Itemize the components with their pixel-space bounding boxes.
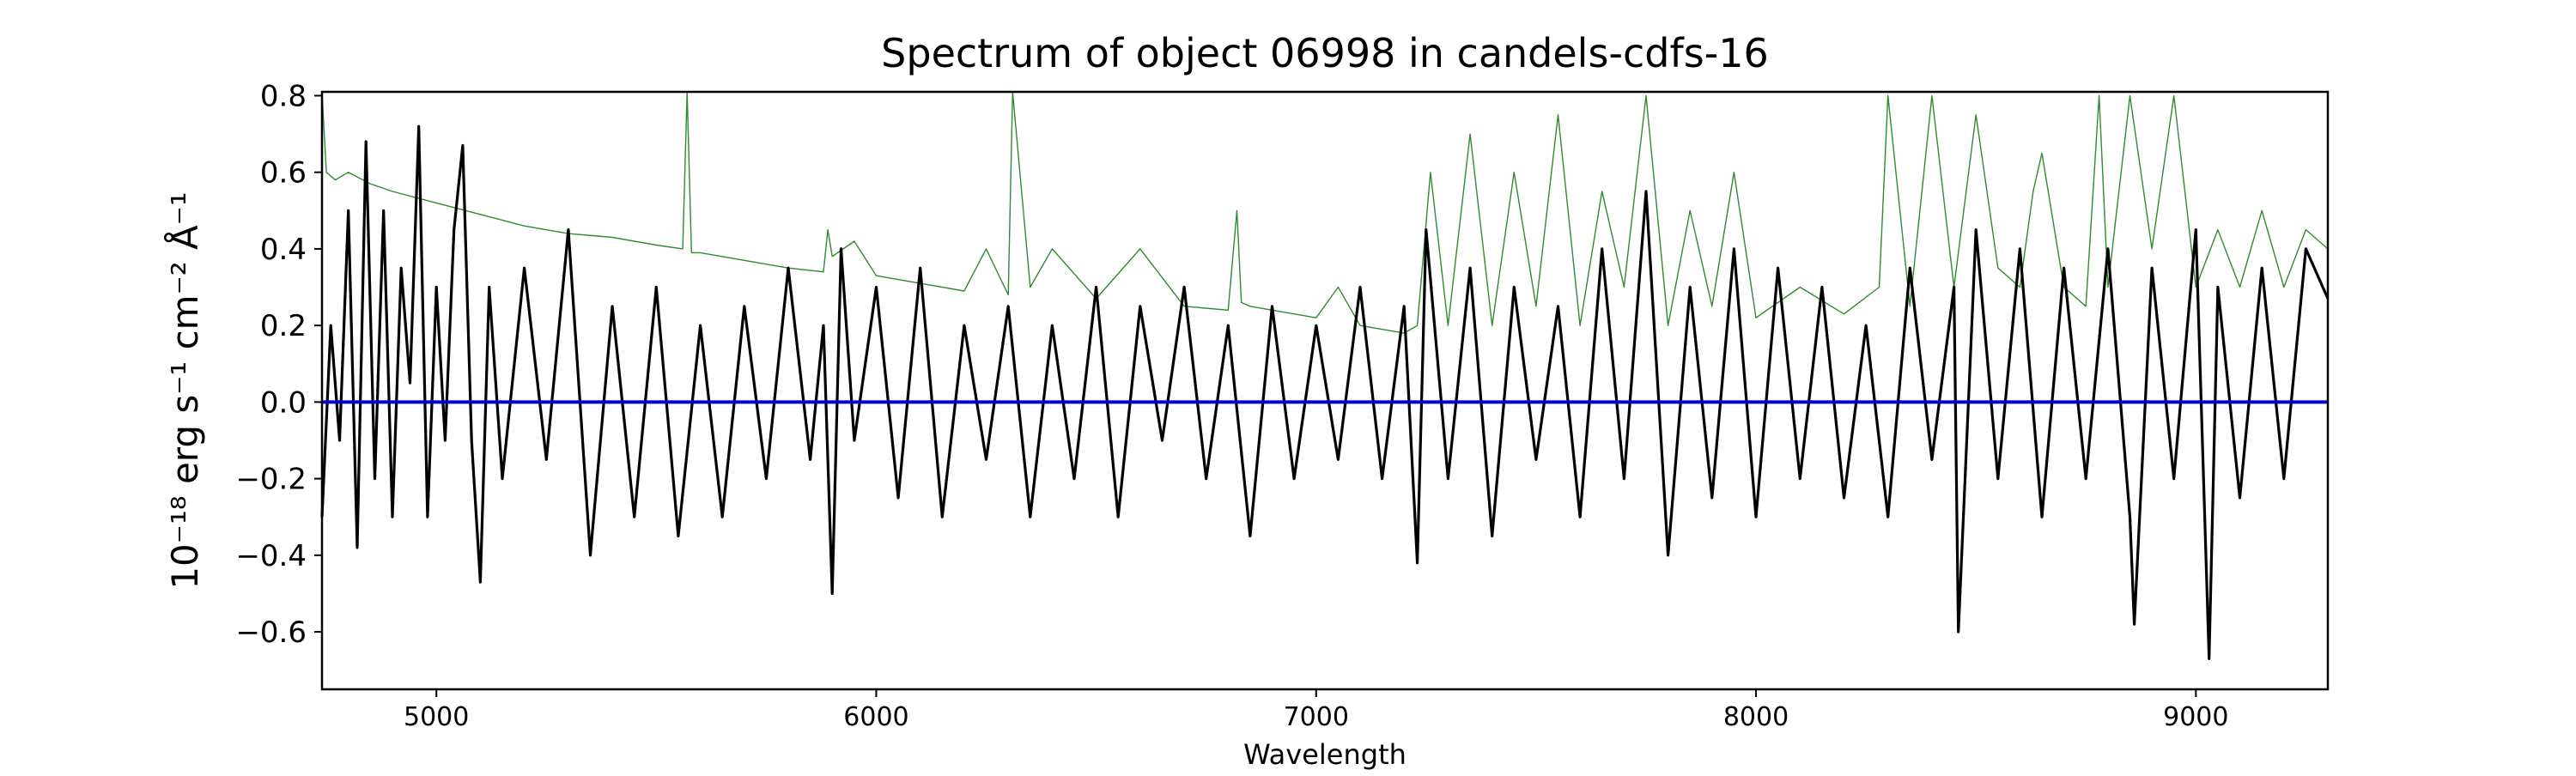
x-axis-label: Wavelength [1243,738,1406,771]
y-tick-label: 0.0 [260,385,307,420]
y-tick-label: 0.2 [260,309,307,343]
y-tick-label: −0.6 [235,615,307,650]
y-tick-label: −0.2 [235,463,307,497]
y-tick-label: 0.6 [260,156,307,191]
x-tick-label: 7000 [1284,702,1349,732]
x-tick-label: 9000 [2163,702,2228,732]
contamination-series-line [321,91,2329,334]
y-tick-label: −0.4 [235,539,307,573]
axis-ticks: 5000 6000 7000 8000 9000 −0.6 −0.4 −0.2 0.0 0.2 0.… [235,79,2228,732]
x-tick-label: 8000 [1723,702,1789,732]
x-tick-label: 5000 [404,702,469,732]
y-tick-label: 0.4 [260,233,307,267]
chart-title: Spectrum of object 06998 in candels-cdfs… [881,30,1769,76]
y-tick-label: 0.8 [260,79,307,113]
plot-area [322,92,2328,689]
x-tick-label: 6000 [843,702,908,732]
y-axis-label: 10⁻¹⁸ erg s⁻¹ cm⁻² Å⁻¹ [163,191,206,589]
plot-frame [320,90,2330,691]
